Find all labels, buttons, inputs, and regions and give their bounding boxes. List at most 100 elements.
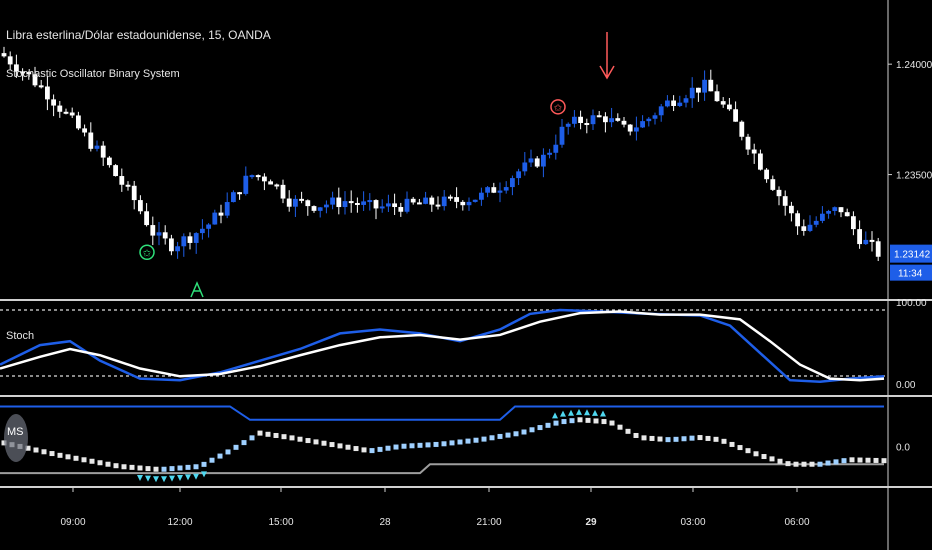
ms-dot bbox=[633, 432, 639, 438]
ms-dot bbox=[57, 452, 63, 458]
ms-pane-label: MS bbox=[7, 426, 24, 438]
candle-body bbox=[739, 121, 745, 137]
candle-body bbox=[448, 196, 453, 199]
ms-dot bbox=[697, 435, 703, 441]
ms-dot bbox=[41, 449, 47, 455]
candle-body bbox=[547, 152, 552, 155]
candle-body bbox=[727, 104, 732, 110]
candle-body bbox=[782, 196, 788, 206]
candle-body bbox=[720, 101, 726, 105]
candle-body bbox=[429, 197, 435, 205]
ms-signal-marker bbox=[201, 471, 207, 478]
candle-body bbox=[497, 190, 503, 193]
ms-dot bbox=[177, 465, 183, 471]
ms-dot bbox=[233, 444, 239, 450]
ms-dot bbox=[593, 418, 599, 424]
ms-dot bbox=[385, 445, 391, 451]
candle-body bbox=[640, 121, 645, 128]
candle-body bbox=[528, 158, 534, 163]
candle-body bbox=[379, 206, 385, 209]
ms-dot bbox=[737, 445, 743, 451]
ms-signal-marker bbox=[592, 409, 598, 416]
ms-dot bbox=[377, 446, 383, 452]
candle-body bbox=[658, 106, 664, 116]
ms-dot bbox=[705, 435, 711, 441]
candle-body bbox=[386, 203, 391, 207]
candle-body bbox=[609, 118, 614, 123]
candle-body bbox=[857, 229, 862, 245]
ms-dot bbox=[129, 464, 135, 470]
ms-dot bbox=[601, 419, 607, 425]
candle-body bbox=[472, 199, 478, 202]
ms-dot bbox=[769, 456, 775, 462]
candle-body bbox=[69, 112, 75, 116]
candle-body bbox=[187, 236, 193, 243]
candle-body bbox=[863, 239, 869, 245]
candle-body bbox=[652, 115, 658, 119]
candle-body bbox=[683, 98, 689, 103]
candle-body bbox=[441, 196, 447, 207]
ms-dot bbox=[657, 436, 663, 442]
candle-body bbox=[392, 203, 397, 208]
candlestick-series bbox=[1, 46, 881, 262]
candle-body bbox=[88, 132, 94, 149]
ms-badge bbox=[4, 414, 28, 462]
candle-body bbox=[696, 87, 701, 93]
time-tick-label: 09:00 bbox=[60, 517, 85, 528]
ms-dot bbox=[313, 439, 319, 445]
ms-dot bbox=[73, 455, 79, 461]
ms-tick-label: 0.0 bbox=[896, 442, 910, 453]
ms-signal-marker bbox=[193, 473, 199, 480]
ms-dot bbox=[145, 466, 151, 472]
candle-body bbox=[200, 228, 205, 234]
ms-dot bbox=[225, 449, 231, 455]
candle-body bbox=[479, 192, 484, 200]
candle-body bbox=[131, 185, 137, 201]
candle-body bbox=[596, 115, 602, 118]
candle-body bbox=[63, 111, 69, 114]
ms-dot bbox=[273, 432, 279, 438]
candle-body bbox=[578, 116, 583, 124]
ms-dot bbox=[625, 428, 631, 434]
ms-dot bbox=[513, 431, 519, 437]
candle-body bbox=[491, 187, 497, 193]
candle-body bbox=[107, 157, 112, 166]
last-price-badge bbox=[890, 244, 932, 263]
countdown-label: 11:34 bbox=[898, 269, 923, 280]
candle-body bbox=[689, 87, 695, 99]
candle-body bbox=[404, 198, 410, 212]
star-glyph: ✩ bbox=[554, 103, 563, 114]
ms-dot bbox=[521, 429, 527, 435]
buy-signal-arrow bbox=[190, 281, 204, 298]
ms-dot bbox=[441, 441, 447, 447]
buy-star-icon bbox=[139, 244, 155, 261]
candle-body bbox=[212, 212, 218, 225]
ms-dot bbox=[793, 461, 799, 467]
candle-body bbox=[255, 175, 261, 178]
candle-body bbox=[844, 212, 850, 217]
ms-dot bbox=[1, 440, 7, 446]
candle-body bbox=[875, 241, 881, 257]
ms-dot bbox=[713, 436, 719, 442]
candle-body bbox=[367, 200, 373, 203]
ms-lower-line bbox=[0, 463, 884, 475]
candle-body bbox=[627, 124, 633, 132]
ms-dot bbox=[577, 417, 583, 423]
candle-body bbox=[100, 145, 106, 158]
ms-dot bbox=[209, 457, 215, 463]
candle-body bbox=[156, 232, 162, 236]
candle-body bbox=[268, 181, 273, 185]
candle-body bbox=[454, 197, 459, 202]
candle-body bbox=[435, 204, 441, 207]
candle-body bbox=[838, 207, 844, 213]
candle-body bbox=[262, 176, 267, 182]
candle-body bbox=[119, 176, 125, 185]
ms-dot bbox=[761, 454, 767, 460]
candle-body bbox=[20, 71, 25, 74]
candle-body bbox=[311, 206, 317, 211]
candle-body bbox=[324, 204, 329, 208]
ms-dot bbox=[297, 436, 303, 442]
ms-signal-marker bbox=[169, 475, 175, 482]
ms-dot bbox=[745, 448, 751, 454]
